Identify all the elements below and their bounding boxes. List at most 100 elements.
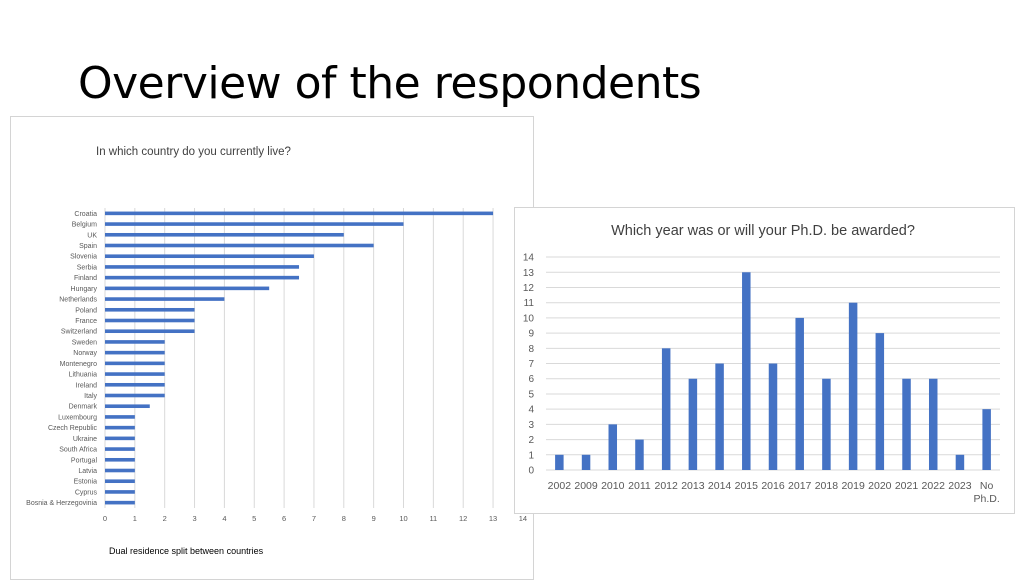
- phd-year-chart: Which year was or will your Ph.D. be awa…: [514, 207, 1015, 514]
- country-chart-bar: [105, 500, 135, 505]
- country-chart-x-tick-label: 7: [312, 514, 316, 523]
- phd-year-chart-bar: [822, 378, 831, 470]
- phd-year-chart-bar: [875, 333, 885, 470]
- phd-year-chart-category-labels: 2002 2009 2010 2011 2012 2013 2014 2015 2016 2017…: [548, 480, 1000, 505]
- country-chart-category-label: Switzerland: [61, 329, 97, 336]
- country-chart: In which country do you currently live? …: [10, 116, 534, 580]
- country-chart-x-tick-label: 11: [429, 514, 437, 523]
- country-chart-bar: [105, 490, 135, 494]
- country-chart-bar: [105, 265, 300, 269]
- country-chart-x-tick-label: 13: [489, 514, 497, 523]
- country-chart-category-label: Montenegro: [60, 361, 97, 368]
- country-chart-bar: [105, 425, 135, 430]
- country-chart-x-tick-label: 9: [372, 514, 376, 523]
- phd-year-chart-category-label: 2009: [574, 480, 598, 492]
- country-chart-bar: [105, 286, 270, 291]
- phd-year-chart-y-tick-label: 7: [528, 359, 534, 370]
- country-chart-category-label: UK: [87, 232, 97, 239]
- phd-year-chart-category-label: 2011: [628, 480, 651, 492]
- phd-year-chart-y-tick-label: 2: [528, 435, 534, 446]
- phd-year-chart-bar: [742, 272, 751, 470]
- phd-year-chart-y-tick-label: 11: [524, 298, 535, 309]
- country-chart-bar: [105, 350, 165, 355]
- phd-year-chart-category-label: 2017: [788, 480, 812, 492]
- phd-year-chart-bar: [795, 317, 804, 470]
- phd-year-chart-y-tick-label: 0: [528, 466, 534, 477]
- country-chart-gridlines: [104, 208, 524, 508]
- country-chart-category-label: Ireland: [76, 382, 98, 389]
- phd-year-chart-category-label: 2019: [841, 480, 865, 492]
- phd-year-chart-y-tick-label: 5: [528, 389, 534, 400]
- country-chart-category-label: Denmark: [69, 404, 98, 411]
- country-chart-bar: [105, 329, 195, 334]
- country-chart-bar: [105, 318, 195, 323]
- country-chart-category-labels: Croatia Belgium UK Spain Slovenia Serbia Finla…: [26, 211, 97, 507]
- phd-year-chart-category-label: 2012: [654, 480, 678, 492]
- country-chart-bar: [105, 222, 404, 226]
- country-chart-bar: [105, 479, 135, 484]
- phd-year-chart-category-label: No Ph.D.: [974, 480, 1000, 505]
- country-chart-bar: [105, 243, 374, 248]
- slide-title: Overview of the respondents: [78, 58, 702, 109]
- country-chart-category-label: Bosnia & Herzegovinia: [26, 500, 97, 507]
- country-chart-category-label: Serbia: [77, 264, 97, 271]
- phd-year-chart-category-label: 2016: [761, 480, 785, 492]
- country-chart-bar: [105, 211, 494, 216]
- country-chart-bar: [105, 254, 314, 259]
- phd-year-chart-category-label: 2018: [815, 480, 839, 492]
- country-chart-bars: [105, 211, 494, 505]
- country-chart-category-label: Netherlands: [59, 297, 97, 304]
- phd-year-chart-y-tick-label: 6: [528, 374, 534, 385]
- country-chart-svg: In which country do you currently live? …: [26, 146, 527, 556]
- country-chart-bar: [105, 307, 195, 312]
- phd-year-chart-bar: [555, 454, 564, 470]
- phd-year-chart-bar: [635, 439, 644, 470]
- phd-year-chart-y-tick-label: 8: [528, 344, 534, 355]
- phd-year-chart-category-label: 2020: [868, 480, 892, 492]
- country-chart-category-label: Cyprus: [75, 489, 98, 496]
- phd-year-chart-category-label: 2023: [948, 480, 972, 492]
- country-chart-bar: [105, 447, 135, 451]
- country-chart-category-label: France: [75, 318, 97, 325]
- country-chart-bar: [105, 468, 135, 473]
- country-chart-category-label: Norway: [73, 350, 97, 357]
- country-chart-x-tick-label: 0: [103, 514, 107, 523]
- phd-year-chart-category-label: 2014: [708, 480, 732, 492]
- phd-year-chart-bar: [581, 454, 591, 470]
- country-chart-x-tick-label: 14: [519, 514, 527, 523]
- country-chart-bar: [105, 457, 135, 462]
- phd-year-chart-category-label: 2013: [681, 480, 705, 492]
- country-chart-bar: [105, 275, 300, 280]
- phd-year-chart-bar: [688, 378, 698, 470]
- country-chart-bar: [105, 404, 150, 409]
- phd-year-chart-y-tick-label: 3: [528, 420, 534, 431]
- phd-year-chart-category-label: 2015: [735, 480, 759, 492]
- country-chart-category-label: Estonia: [74, 479, 97, 486]
- phd-year-chart-bar: [982, 409, 991, 470]
- phd-year-chart-category-label: 2021: [895, 480, 919, 492]
- country-chart-x-tick-label: 10: [399, 514, 407, 523]
- country-chart-bar: [105, 382, 165, 387]
- phd-year-chart-title: Which year was or will your Ph.D. be awa…: [611, 223, 915, 239]
- country-chart-category-label: Finland: [74, 275, 97, 282]
- country-chart-bar: [105, 297, 225, 301]
- country-chart-annotation: Dual residence split between countries: [109, 546, 264, 556]
- country-chart-x-tick-label: 1: [133, 514, 137, 523]
- phd-year-chart-y-tick-label: 9: [528, 329, 534, 340]
- phd-year-chart-y-tick-label: 4: [528, 405, 534, 416]
- country-chart-category-label: Belgium: [72, 222, 97, 229]
- country-chart-category-label: Hungary: [71, 286, 98, 293]
- phd-year-chart-category-label: 2010: [601, 480, 625, 492]
- country-chart-category-label: Slovenia: [70, 254, 97, 261]
- phd-year-chart-bar: [608, 424, 618, 470]
- country-chart-bar: [105, 340, 165, 344]
- phd-year-chart-svg: Which year was or will your Ph.D. be awa…: [523, 223, 1000, 505]
- country-chart-bar: [105, 361, 165, 366]
- phd-year-chart-y-tick-label: 1: [528, 450, 534, 461]
- phd-year-chart-bar: [715, 363, 724, 470]
- phd-year-chart-y-tick-label: 10: [523, 313, 535, 324]
- phd-year-chart-bar: [902, 378, 911, 470]
- country-chart-bar: [105, 436, 135, 441]
- phd-year-chart-bar: [955, 454, 965, 470]
